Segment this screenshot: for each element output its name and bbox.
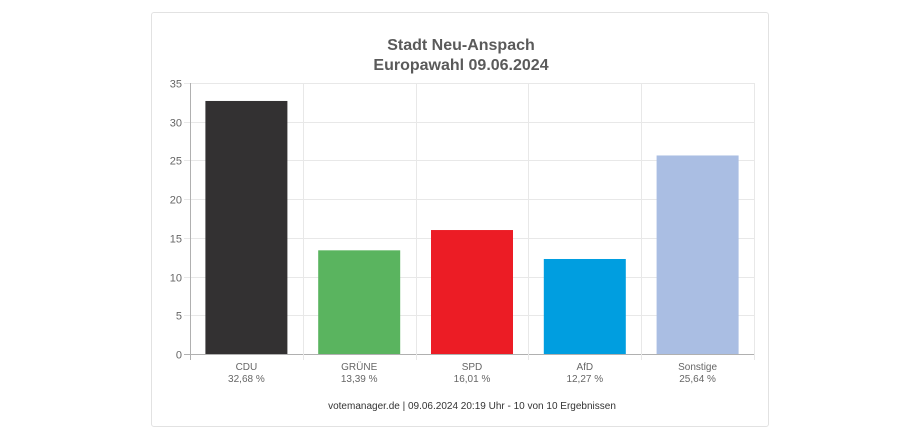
y-tick-label: 15	[170, 234, 182, 246]
value-label: 12,27 %	[566, 374, 603, 385]
bar-afd	[543, 258, 626, 354]
bar-spd	[431, 230, 513, 354]
value-label: 32,68 %	[228, 374, 265, 385]
category-label: GRÜNE	[341, 361, 377, 373]
y-tick-label: 20	[170, 195, 182, 207]
value-label: 16,01 %	[454, 374, 491, 385]
value-label: 13,39 %	[341, 374, 378, 385]
y-tick-label: 5	[176, 311, 182, 323]
chart-subtitle: Europawahl 09.06.2024	[373, 57, 548, 74]
bar-grüne	[318, 250, 401, 354]
y-tick-label: 35	[170, 79, 182, 91]
bars	[205, 100, 739, 354]
chart-card: Stadt Neu-Anspach Europawahl 09.06.2024 …	[151, 12, 769, 427]
bar-cdu	[205, 100, 288, 354]
chart-title: Stadt Neu-Anspach	[387, 37, 535, 54]
y-tick-label: 25	[170, 156, 182, 168]
y-tick-label: 0	[176, 350, 182, 362]
category-label: CDU	[236, 362, 258, 373]
y-tick-label: 10	[170, 273, 182, 285]
bar-sonstige	[656, 155, 739, 354]
chart-footer: votemanager.de | 09.06.2024 20:19 Uhr - …	[328, 401, 616, 412]
y-tick-label: 30	[170, 118, 182, 130]
value-label: 25,64 %	[679, 374, 716, 385]
bar-chart: Stadt Neu-Anspach Europawahl 09.06.2024 …	[170, 37, 755, 412]
category-label: Sonstige	[678, 362, 717, 373]
category-label: AfD	[576, 362, 593, 373]
category-label: SPD	[462, 362, 483, 373]
